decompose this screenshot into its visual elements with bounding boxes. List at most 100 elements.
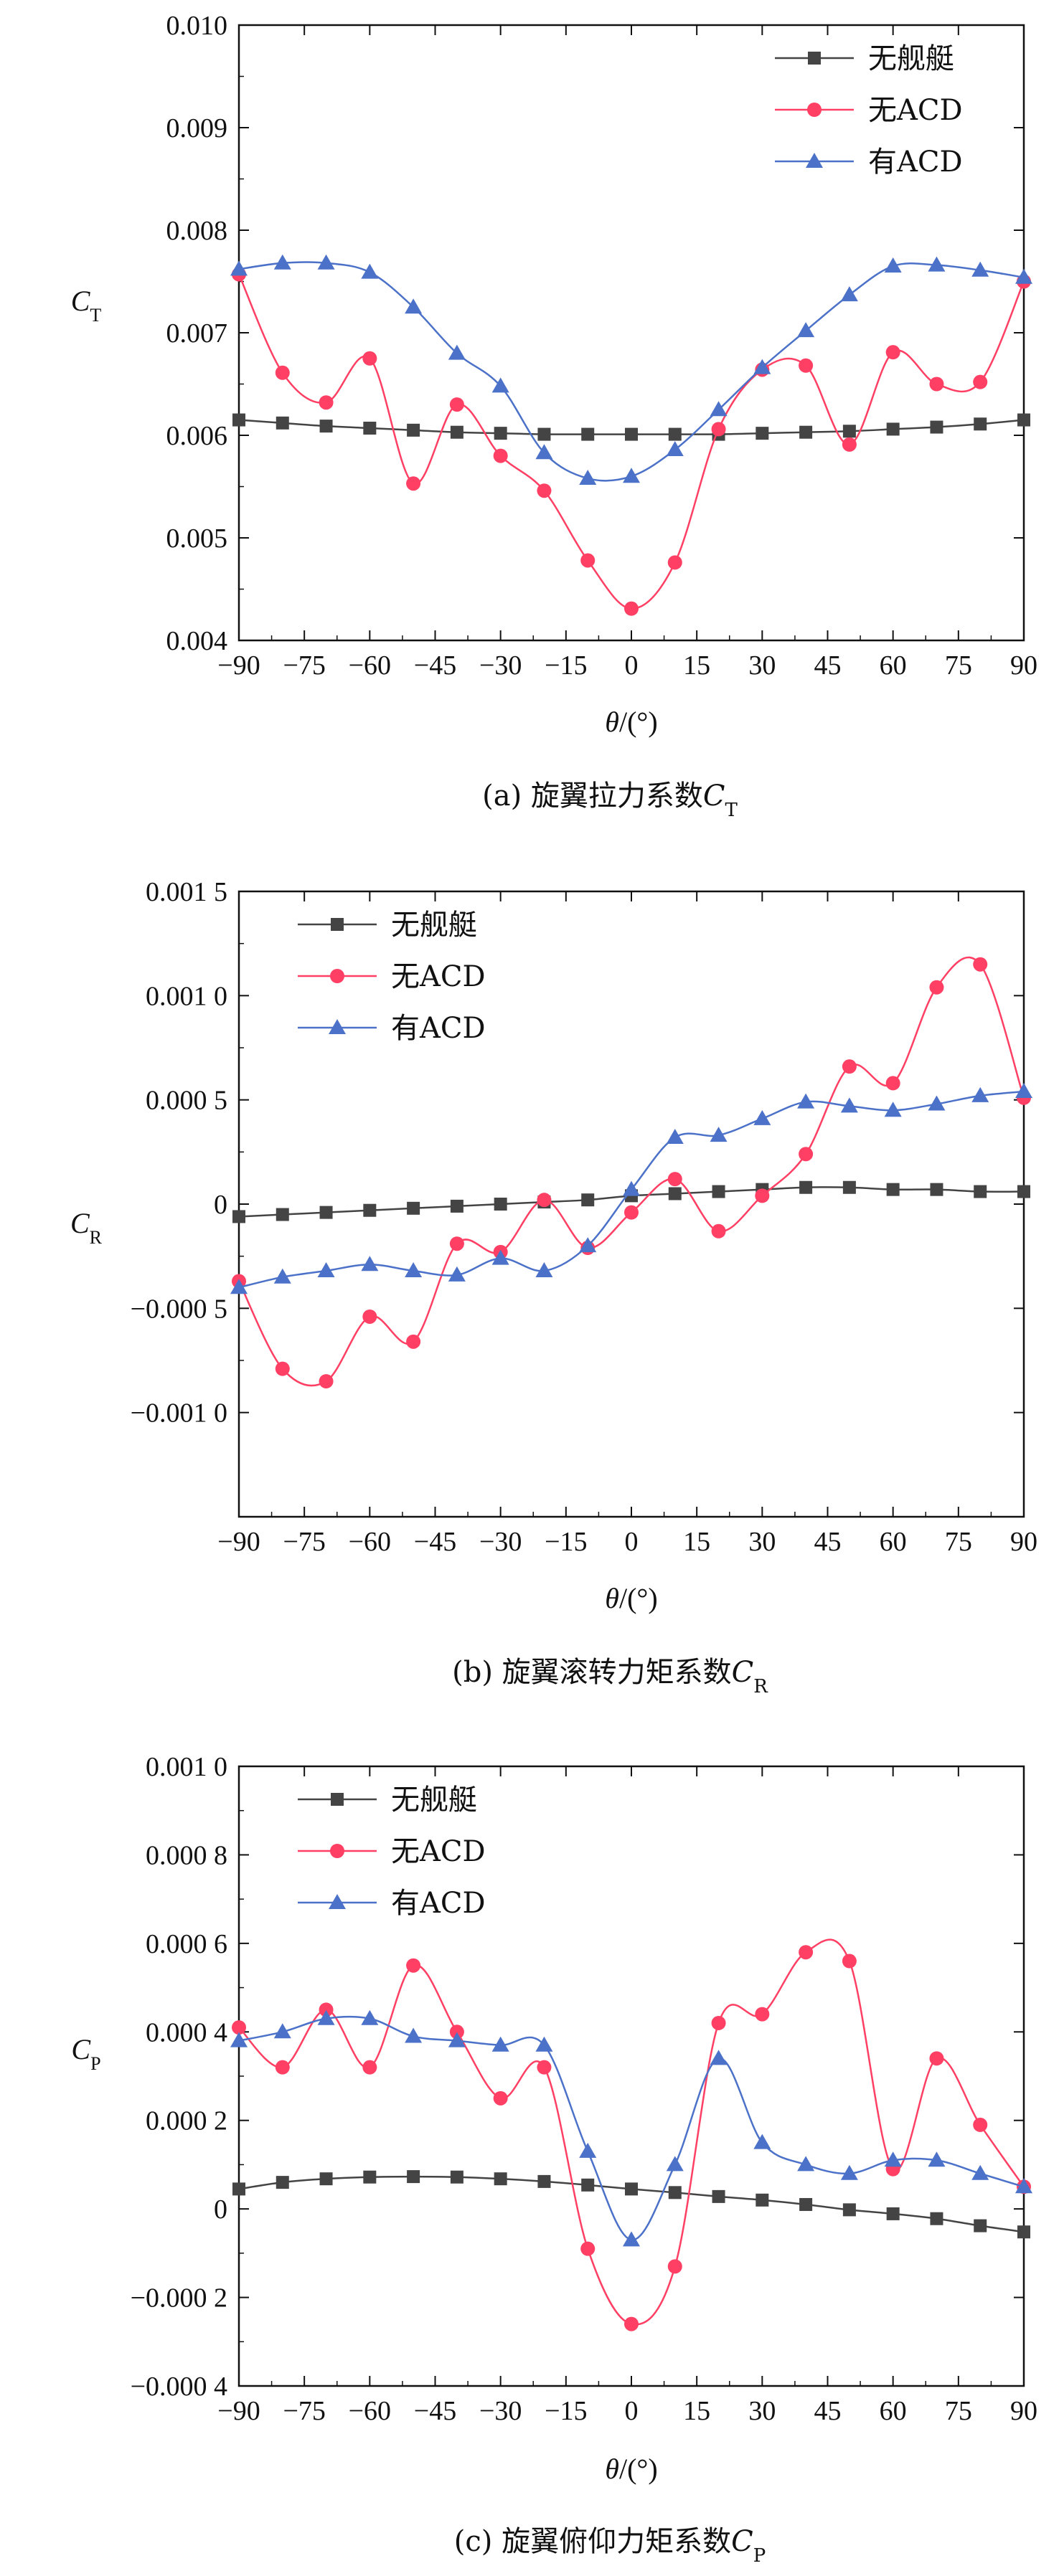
x-tick-label: 30 bbox=[748, 650, 776, 681]
data-point bbox=[623, 1180, 640, 1196]
x-tick-label: −75 bbox=[283, 1527, 325, 1557]
data-point bbox=[232, 2182, 245, 2196]
x-tick-label: 30 bbox=[748, 1527, 776, 1557]
legend-label: 无ACD bbox=[391, 1835, 486, 1868]
data-point bbox=[449, 1236, 464, 1251]
legend-marker bbox=[329, 1894, 346, 1909]
x-tick-label: 60 bbox=[880, 650, 907, 681]
y-tick-label: 0.005 bbox=[166, 524, 228, 554]
data-point bbox=[799, 358, 814, 373]
data-point bbox=[886, 2207, 900, 2220]
data-point bbox=[884, 257, 902, 273]
y-tick-label: −0.000 4 bbox=[131, 2372, 227, 2402]
x-tick-label: 15 bbox=[683, 650, 710, 681]
data-point bbox=[666, 441, 684, 457]
data-point bbox=[797, 322, 815, 338]
data-point bbox=[625, 2182, 638, 2196]
legend-marker bbox=[329, 1019, 346, 1034]
data-point bbox=[450, 2170, 463, 2184]
x-tick-label: −30 bbox=[479, 1527, 522, 1557]
legend-marker bbox=[330, 1844, 344, 1858]
x-tick-label: −45 bbox=[414, 650, 456, 681]
data-point bbox=[842, 1180, 856, 1194]
data-point bbox=[494, 2172, 507, 2186]
data-point bbox=[319, 2002, 334, 2017]
data-point bbox=[406, 1334, 421, 1349]
data-point bbox=[535, 1262, 553, 1278]
series-3 bbox=[230, 254, 1032, 486]
legend-marker bbox=[806, 153, 823, 168]
x-tick-label: 90 bbox=[1010, 1527, 1037, 1557]
data-point bbox=[317, 2009, 335, 2025]
data-point bbox=[842, 437, 857, 452]
data-point bbox=[929, 377, 944, 392]
legend-label: 有ACD bbox=[868, 146, 963, 179]
data-point bbox=[930, 1183, 943, 1196]
data-point bbox=[666, 2156, 684, 2172]
x-axis-label: θ/(°) bbox=[605, 1582, 657, 1614]
legend-label: 有ACD bbox=[391, 1012, 486, 1045]
y-tick-label: 0.007 bbox=[166, 318, 228, 349]
chart-caption: (b) 旋翼滚转力矩系数CR bbox=[452, 1656, 768, 1697]
data-point bbox=[623, 468, 640, 483]
data-point bbox=[928, 2151, 946, 2167]
data-point bbox=[494, 427, 507, 440]
x-tick-label: 60 bbox=[880, 2396, 907, 2426]
data-point bbox=[799, 1945, 814, 1960]
series-2 bbox=[232, 1938, 1031, 2331]
data-point bbox=[537, 1193, 552, 1208]
data-point bbox=[319, 420, 333, 433]
x-tick-label: 75 bbox=[945, 1527, 972, 1557]
data-point bbox=[494, 1198, 507, 1211]
data-point bbox=[491, 2036, 509, 2052]
x-tick-label: −75 bbox=[283, 2396, 325, 2426]
series-1 bbox=[232, 2170, 1030, 2239]
data-point bbox=[928, 1095, 946, 1111]
legend-label: 有ACD bbox=[391, 1887, 486, 1920]
data-point bbox=[319, 2172, 333, 2186]
data-point bbox=[667, 2259, 682, 2274]
data-point bbox=[448, 2032, 466, 2047]
data-point bbox=[930, 2212, 943, 2225]
data-point bbox=[362, 351, 377, 366]
data-point bbox=[711, 2015, 726, 2030]
data-point bbox=[710, 1127, 728, 1142]
data-point bbox=[493, 2090, 508, 2106]
x-tick-label: 0 bbox=[625, 1527, 639, 1557]
data-point bbox=[450, 425, 463, 439]
data-point bbox=[797, 2156, 815, 2172]
data-point bbox=[973, 957, 988, 972]
data-point bbox=[930, 420, 943, 434]
data-point bbox=[712, 2189, 725, 2203]
data-point bbox=[363, 1203, 377, 1217]
y-tick-label: 0 bbox=[214, 2194, 227, 2225]
data-point bbox=[319, 1206, 333, 1219]
y-tick-label: 0.000 8 bbox=[146, 1840, 227, 1870]
data-point bbox=[581, 2178, 595, 2192]
data-point bbox=[491, 377, 509, 393]
data-point bbox=[276, 416, 289, 430]
data-point bbox=[929, 980, 944, 995]
data-point bbox=[886, 422, 900, 436]
y-tick-label: 0.004 bbox=[166, 626, 228, 656]
data-point bbox=[885, 1076, 900, 1091]
x-tick-label: 75 bbox=[945, 2396, 972, 2426]
data-point bbox=[317, 1262, 335, 1278]
data-point bbox=[363, 2170, 377, 2184]
data-point bbox=[361, 1256, 379, 1272]
data-point bbox=[273, 254, 291, 270]
data-point bbox=[840, 1097, 858, 1113]
y-tick-label: −0.001 0 bbox=[131, 1398, 227, 1429]
x-axis-label: θ/(°) bbox=[605, 706, 657, 738]
data-point bbox=[407, 2170, 420, 2184]
legend-label: 无ACD bbox=[391, 960, 486, 993]
x-tick-label: −60 bbox=[349, 650, 391, 681]
data-point bbox=[884, 1102, 902, 1117]
x-tick-label: −15 bbox=[545, 650, 587, 681]
data-point bbox=[319, 395, 334, 410]
chart-caption: (a) 旋翼拉力系数CT bbox=[482, 780, 738, 821]
data-point bbox=[668, 1187, 682, 1201]
series-3 bbox=[230, 1083, 1032, 1294]
